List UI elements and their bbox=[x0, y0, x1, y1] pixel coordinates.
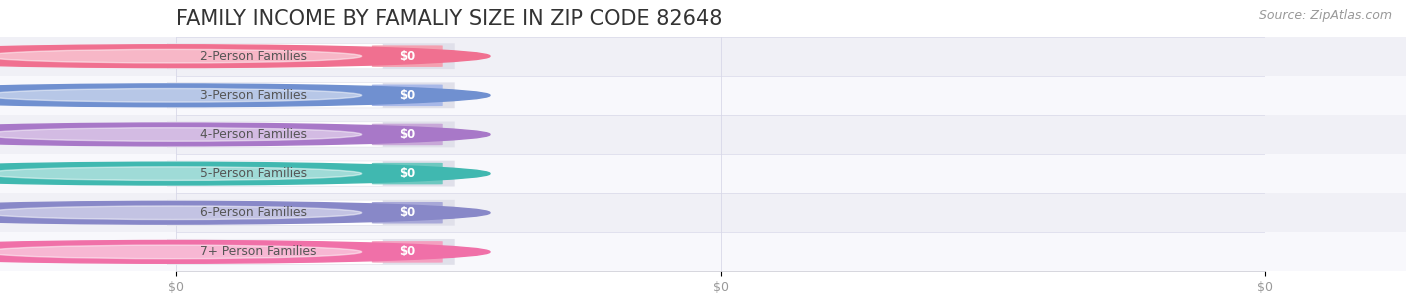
FancyBboxPatch shape bbox=[167, 161, 382, 186]
Text: 2-Person Families: 2-Person Families bbox=[200, 50, 307, 63]
FancyBboxPatch shape bbox=[167, 239, 454, 265]
FancyBboxPatch shape bbox=[0, 76, 1406, 115]
FancyBboxPatch shape bbox=[371, 84, 443, 106]
Text: FAMILY INCOME BY FAMALIY SIZE IN ZIP CODE 82648: FAMILY INCOME BY FAMALIY SIZE IN ZIP COD… bbox=[176, 9, 723, 30]
Text: $0: $0 bbox=[399, 89, 415, 102]
Text: $0: $0 bbox=[399, 128, 415, 141]
FancyBboxPatch shape bbox=[371, 163, 443, 184]
FancyBboxPatch shape bbox=[371, 241, 443, 263]
FancyBboxPatch shape bbox=[371, 45, 443, 67]
Circle shape bbox=[0, 167, 361, 180]
FancyBboxPatch shape bbox=[167, 121, 454, 147]
Text: 4-Person Families: 4-Person Families bbox=[200, 128, 307, 141]
Circle shape bbox=[0, 45, 491, 68]
Text: $0: $0 bbox=[399, 246, 415, 258]
Circle shape bbox=[0, 88, 361, 102]
Text: Source: ZipAtlas.com: Source: ZipAtlas.com bbox=[1258, 9, 1392, 22]
Circle shape bbox=[0, 245, 361, 259]
Circle shape bbox=[0, 240, 491, 263]
FancyBboxPatch shape bbox=[167, 43, 454, 69]
Circle shape bbox=[0, 162, 491, 185]
FancyBboxPatch shape bbox=[167, 82, 454, 108]
Text: $0: $0 bbox=[399, 206, 415, 219]
FancyBboxPatch shape bbox=[167, 44, 382, 69]
Circle shape bbox=[0, 123, 491, 146]
Text: 5-Person Families: 5-Person Families bbox=[200, 167, 307, 180]
Circle shape bbox=[0, 201, 491, 224]
FancyBboxPatch shape bbox=[167, 200, 454, 226]
FancyBboxPatch shape bbox=[167, 200, 382, 225]
Text: 6-Person Families: 6-Person Families bbox=[200, 206, 307, 219]
Circle shape bbox=[0, 49, 361, 63]
Circle shape bbox=[0, 128, 361, 141]
FancyBboxPatch shape bbox=[167, 83, 382, 108]
FancyBboxPatch shape bbox=[0, 37, 1406, 76]
FancyBboxPatch shape bbox=[167, 239, 382, 264]
FancyBboxPatch shape bbox=[0, 154, 1406, 193]
FancyBboxPatch shape bbox=[371, 124, 443, 145]
Text: $0: $0 bbox=[399, 167, 415, 180]
Circle shape bbox=[0, 206, 361, 220]
FancyBboxPatch shape bbox=[0, 115, 1406, 154]
FancyBboxPatch shape bbox=[0, 193, 1406, 232]
Text: $0: $0 bbox=[399, 50, 415, 63]
Text: 7+ Person Families: 7+ Person Families bbox=[200, 246, 316, 258]
Circle shape bbox=[0, 84, 491, 107]
FancyBboxPatch shape bbox=[167, 122, 382, 147]
Text: 3-Person Families: 3-Person Families bbox=[200, 89, 307, 102]
FancyBboxPatch shape bbox=[0, 232, 1406, 271]
FancyBboxPatch shape bbox=[371, 202, 443, 224]
FancyBboxPatch shape bbox=[167, 161, 454, 187]
